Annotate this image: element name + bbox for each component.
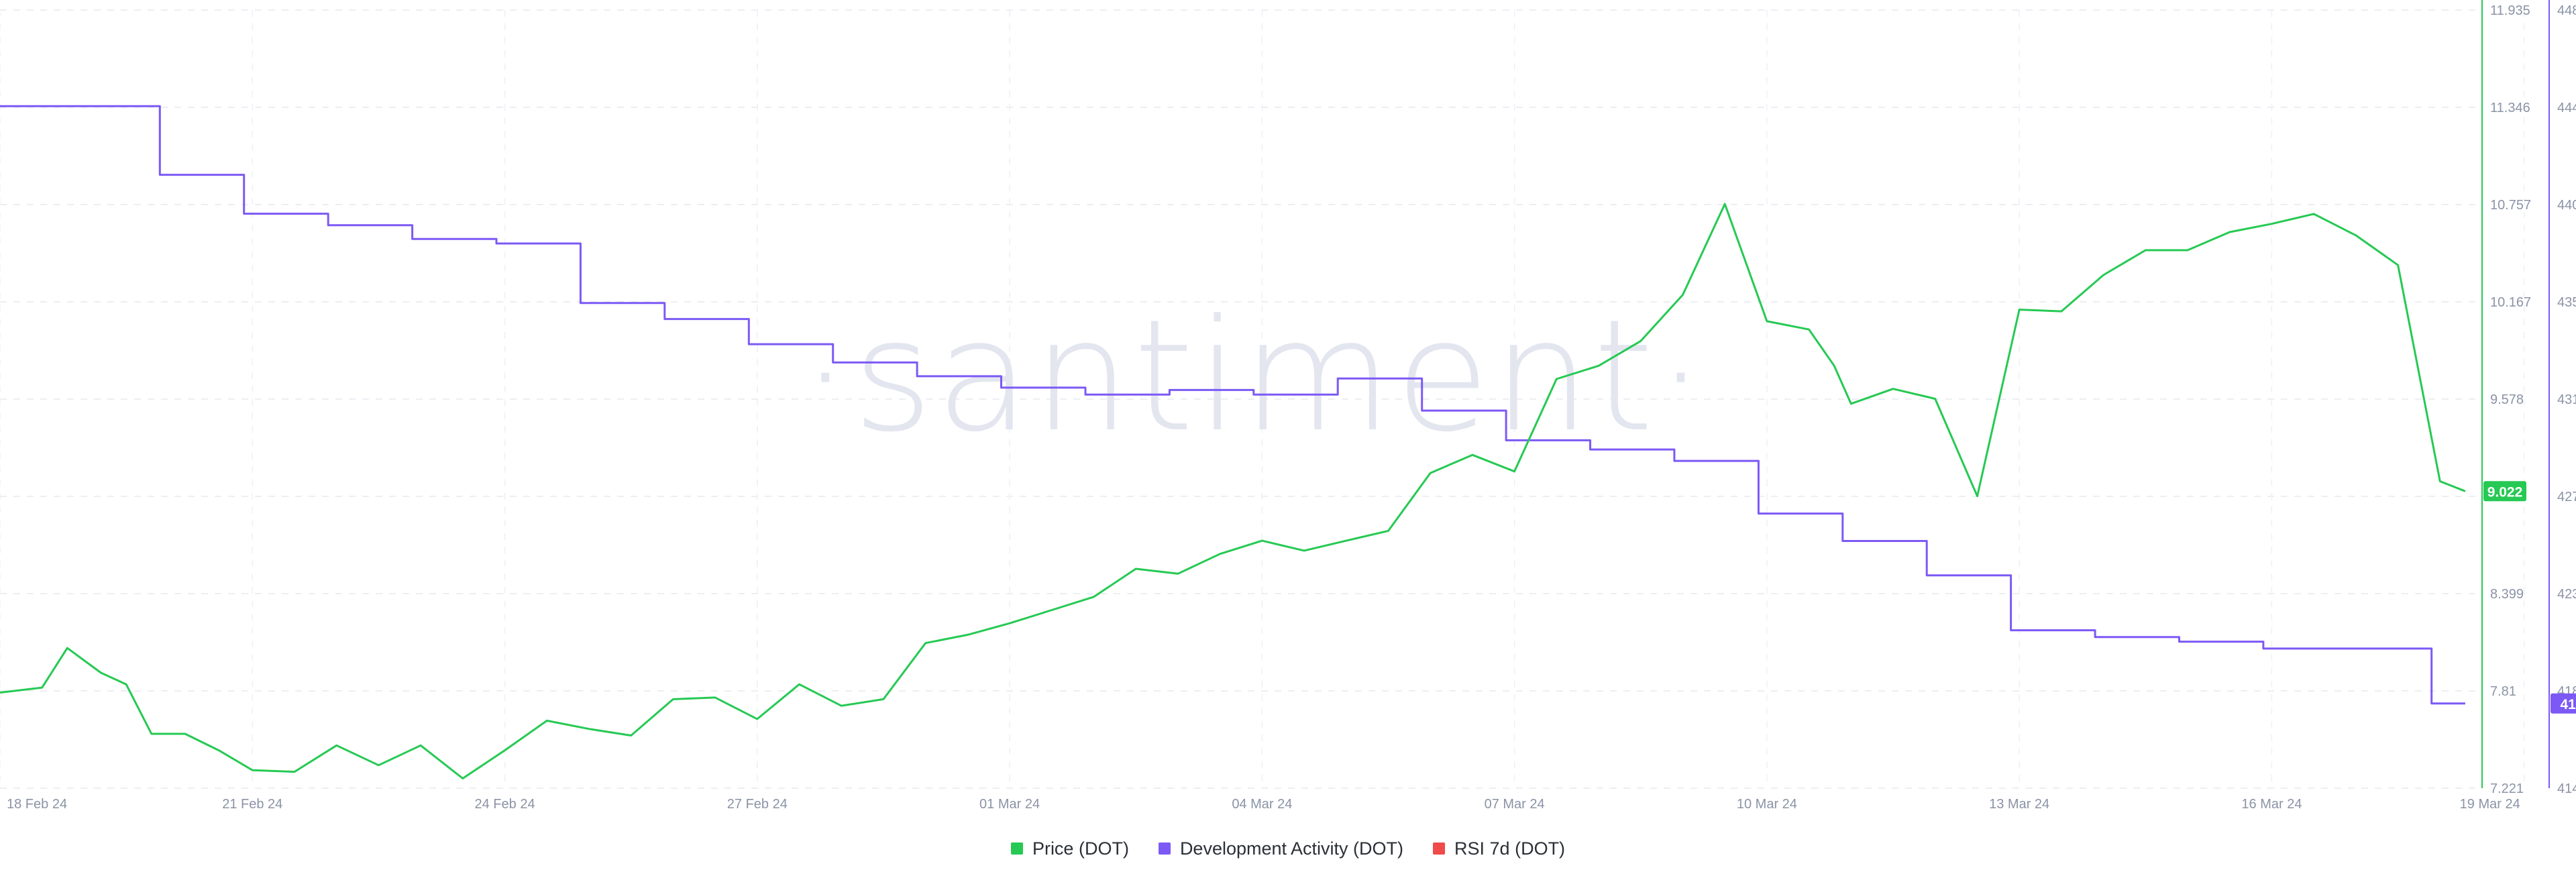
- y-tick-dev-activity: 427: [2557, 490, 2576, 504]
- series-price-line: [0, 203, 2466, 779]
- legend-item-dev-activity[interactable]: Development Activity (DOT): [1158, 838, 1404, 859]
- y-tick-dev-activity: 448: [2557, 3, 2576, 18]
- x-tick-label: 18 Feb 24: [7, 797, 67, 812]
- x-tick-label: 24 Feb 24: [475, 797, 535, 812]
- y-tick-dev-activity: 444: [2557, 101, 2576, 115]
- axes: 11.935 448 11.346 444 10.757 440 10.167 435 9.57…: [7, 0, 2576, 812]
- x-tick-label: 16 Mar 24: [2241, 797, 2302, 812]
- y-tick-dev-activity: 423: [2557, 587, 2576, 602]
- series-dev-activity-line: [0, 105, 2465, 705]
- dev-activity-current-badge: 418: [2560, 697, 2576, 712]
- y-tick-dev-activity: 414: [2557, 781, 2576, 796]
- grid: [0, 9, 2525, 789]
- price-current-badge-bg: [2483, 481, 2526, 502]
- x-tick-label: 07 Mar 24: [1485, 797, 1545, 812]
- price-current-badge: 9.022: [2487, 484, 2523, 500]
- y-tick-price: 10.167: [2490, 295, 2531, 310]
- legend-swatch-rsi: [1433, 842, 1446, 855]
- y-tick-price: 8.399: [2490, 587, 2524, 602]
- y-tick-dev-activity: 435: [2557, 295, 2576, 310]
- dev-activity-current-badge-bg: [2551, 693, 2576, 714]
- y-tick-price: 7.221: [2490, 781, 2524, 796]
- legend-item-rsi[interactable]: RSI 7d (DOT): [1433, 838, 1565, 859]
- x-tick-label: 19 Mar 24: [2460, 797, 2520, 812]
- legend-label-rsi: RSI 7d (DOT): [1454, 838, 1566, 859]
- legend-label-price: Price (DOT): [1032, 838, 1129, 859]
- x-tick-label: 04 Mar 24: [1232, 797, 1292, 812]
- y-tick-price: 11.346: [2490, 101, 2530, 115]
- x-tick-label: 27 Feb 24: [727, 797, 788, 812]
- legend-swatch-dev-activity: [1158, 842, 1171, 855]
- y-tick-price: 9.578: [2490, 392, 2524, 407]
- x-tick-label: 13 Mar 24: [1989, 797, 2049, 812]
- y-tick-price: 11.935: [2490, 3, 2530, 18]
- y-tick-price: 7.81: [2490, 684, 2516, 699]
- x-tick-label: 01 Mar 24: [979, 797, 1040, 812]
- legend: Price (DOT) Development Activity (DOT) R…: [0, 832, 2576, 865]
- y-tick-dev-activity: 440: [2557, 198, 2576, 213]
- y-tick-dev-activity: 431: [2557, 392, 2576, 407]
- y-tick-price: 10.757: [2490, 198, 2531, 213]
- x-tick-label: 21 Feb 24: [222, 797, 282, 812]
- x-tick-label: 10 Mar 24: [1737, 797, 1797, 812]
- plot-area[interactable]: [0, 105, 2466, 779]
- legend-item-price[interactable]: Price (DOT): [1010, 838, 1129, 859]
- legend-swatch-price: [1010, 842, 1023, 855]
- legend-label-dev-activity: Development Activity (DOT): [1179, 838, 1404, 859]
